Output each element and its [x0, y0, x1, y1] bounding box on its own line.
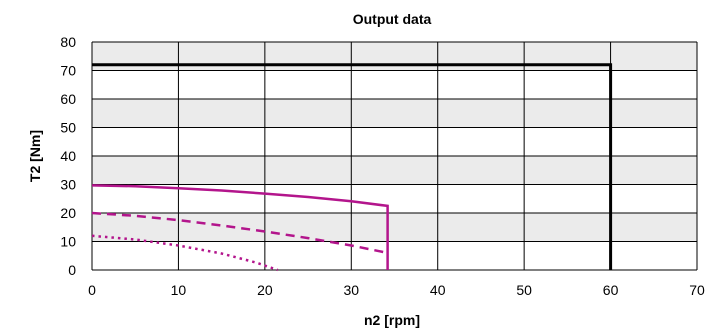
x-tick-label: 0 — [88, 282, 96, 298]
series-line-solid — [92, 63, 613, 270]
background-band — [92, 127, 697, 156]
y-tick-label: 30 — [60, 177, 76, 193]
series-line-solid — [91, 184, 389, 270]
background-band — [92, 213, 697, 242]
y-tick-label: 80 — [60, 34, 76, 50]
background-band — [92, 99, 697, 128]
x-tick-label: 30 — [343, 282, 359, 298]
y-tick-label: 40 — [60, 148, 76, 164]
background-band — [92, 70, 697, 99]
x-tick-label: 10 — [171, 282, 187, 298]
x-tick-label: 60 — [603, 282, 619, 298]
background-band — [92, 156, 697, 185]
x-tick-labels: 0 10 20 30 40 50 60 70 — [88, 282, 705, 298]
chart-title: Output data — [353, 11, 432, 27]
y-axis-label: T2 [Nm] — [27, 130, 43, 182]
y-tick-label: 50 — [60, 120, 76, 136]
x-tick-label: 70 — [689, 282, 705, 298]
y-tick-label: 10 — [60, 234, 76, 250]
series-group — [91, 63, 613, 272]
y-tick-labels: 0 10 20 30 40 50 60 70 80 — [60, 34, 76, 278]
y-tick-label: 0 — [68, 262, 76, 278]
series-line-dotted — [91, 234, 279, 272]
x-tick-label: 40 — [430, 282, 446, 298]
y-tick-label: 70 — [60, 63, 76, 79]
y-tick-label: 60 — [60, 91, 76, 107]
series-line-dashed — [91, 211, 388, 255]
x-tick-label: 50 — [516, 282, 532, 298]
y-tick-label: 20 — [60, 205, 76, 221]
x-tick-label: 20 — [257, 282, 273, 298]
background-bands — [92, 42, 697, 270]
x-axis-label: n2 [rpm] — [364, 312, 420, 328]
background-band — [92, 241, 697, 270]
